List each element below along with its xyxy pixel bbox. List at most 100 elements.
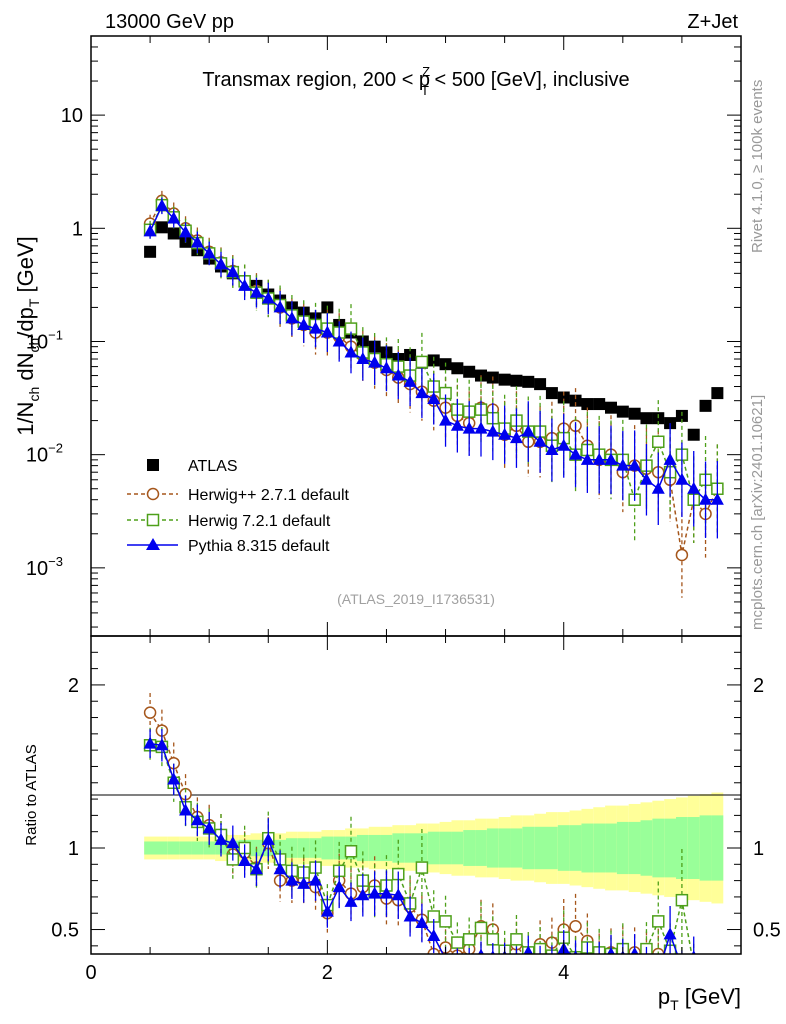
data-point-pythia (604, 452, 618, 465)
ratio-band-inner (404, 833, 416, 863)
data-point-pythia (179, 803, 193, 816)
data-point-herwigpp (675, 548, 689, 562)
collision-energy-label: 13000 GeV pp (105, 11, 234, 33)
data-point-atlas (605, 401, 617, 414)
analysis-watermark: (ATLAS_2019_I1736531) (337, 591, 495, 607)
x-tick-label: 2 (322, 962, 333, 984)
data-point-pythia (468, 953, 470, 954)
data-point-atlas (616, 405, 629, 418)
data-point-pythia (557, 438, 571, 451)
main-y-axis-label: 1/Nch dNch/dpT [GeV] (13, 236, 42, 436)
data-point-atlas (463, 365, 476, 378)
ratio-band-inner (652, 818, 665, 878)
data-point-pythia (439, 413, 453, 426)
data-point-pythia (379, 361, 393, 374)
data-point-atlas (687, 428, 700, 441)
data-point-pythia (297, 876, 311, 889)
data-point-pythia (427, 392, 441, 405)
legend-entry-herwigpp[interactable]: Herwig++ 2.7.1 default (127, 487, 350, 504)
legend-marker-pythia (146, 538, 160, 550)
data-point-pythia (691, 950, 696, 954)
data-point-pythia (238, 278, 252, 291)
data-point-pythia (592, 452, 606, 465)
legend-entry-herwig7[interactable]: Herwig 7.2.1 default (127, 513, 331, 530)
ratio-band-inner (605, 823, 617, 873)
ratio-band-inner (699, 815, 712, 881)
data-point-pythia (309, 321, 323, 334)
data-point-atlas (569, 394, 582, 407)
ratio-band-inner (274, 839, 286, 857)
data-point-pythia (415, 386, 429, 399)
main-y-tick-label: 10−2 (26, 441, 63, 467)
data-point-pythia (143, 224, 157, 237)
process-label: Z+Jet (687, 11, 738, 33)
ratio-band-inner (179, 841, 192, 855)
data-point-pythia (403, 374, 417, 387)
data-point-herwig7 (451, 936, 464, 949)
legend-entry-pythia[interactable]: Pythia 8.315 default (127, 538, 330, 555)
data-point-atlas (155, 221, 168, 234)
data-point-pythia (675, 960, 688, 972)
main-spectrum-panel: 10 1 10−1 10−2 10−3 Transmax region, 200 < p… (13, 35, 742, 637)
data-point-pythia (379, 886, 393, 899)
ratio-band-inner (510, 828, 523, 868)
data-point-atlas (652, 412, 665, 425)
data-point-atlas (628, 407, 641, 420)
ratio-band-inner (439, 831, 452, 865)
data-point-herwigpp (569, 920, 582, 933)
data-point-pythia (261, 291, 275, 304)
ratio-y-tick-label-right: 1 (753, 838, 764, 860)
data-point-herwigpp (523, 958, 534, 969)
data-point-herwig7 (688, 960, 699, 971)
data-point-herwig7 (652, 915, 665, 928)
data-point-pythia (651, 481, 665, 494)
ratio-band-inner (498, 828, 511, 868)
ratio-band-inner (616, 821, 629, 875)
data-point-pythia (391, 888, 405, 901)
ratio-band-inner (711, 815, 724, 881)
ratio-band-inner (676, 817, 688, 879)
ratio-y-tick-label-right: 0.5 (753, 920, 781, 942)
data-point-pythia (297, 317, 311, 330)
ratio-band-inner (333, 836, 346, 860)
data-point-herwig7 (652, 435, 665, 449)
data-point-pythia (675, 472, 689, 485)
data-point-pythia (238, 854, 252, 867)
data-point-pythia (533, 434, 547, 447)
data-point-atlas (640, 412, 653, 425)
data-point-pythia (344, 345, 358, 358)
data-point-pythia (663, 452, 677, 465)
legend-entry-atlas[interactable]: ATLAS (147, 458, 238, 475)
data-point-pythia (498, 427, 512, 440)
data-point-pythia (639, 472, 653, 485)
data-point-herwig7 (415, 355, 429, 369)
ratio-band-inner (203, 841, 216, 855)
data-point-pythia (249, 285, 263, 298)
ratio-band-inner (664, 818, 676, 878)
ratio-panel: 0.5 0.5 1 1 2 2 0 2 4 Ratio to ATLAS pT [GeV] (23, 635, 781, 1013)
data-point-pythia (415, 916, 429, 929)
ratio-band-inner (534, 826, 546, 870)
data-point-pythia (450, 418, 464, 431)
data-point-pythia (687, 481, 701, 494)
legend-label-herwig7: Herwig 7.2.1 default (188, 513, 331, 530)
data-point-pythia (403, 909, 417, 922)
main-y-tick-label: 10−3 (26, 554, 63, 580)
ratio-band-inner (640, 820, 653, 876)
data-point-pythia (490, 950, 495, 954)
ratio-band-inner (427, 831, 440, 865)
data-point-pythia (344, 894, 358, 907)
ratio-band-inner (356, 834, 369, 862)
data-point-pythia (486, 424, 500, 437)
main-y-tick-label: 10−1 (26, 327, 63, 353)
legend-label-pythia: Pythia 8.315 default (188, 538, 330, 555)
series-line-herwig7 (149, 203, 718, 503)
data-point-pythia (630, 947, 639, 954)
legend-marker-herwigpp (146, 487, 160, 501)
data-point-pythia (261, 832, 275, 845)
data-point-pythia (155, 738, 169, 751)
ratio-y-tick-label-right: 2 (753, 675, 764, 697)
x-tick-label: 4 (558, 962, 569, 984)
data-point-pythia (462, 421, 476, 434)
